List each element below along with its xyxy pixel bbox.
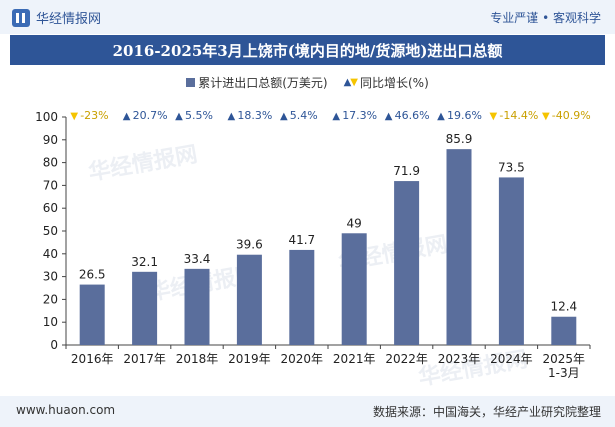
- legend-item-bars: 累计进出口总额(万美元): [186, 74, 328, 91]
- x-tick-label: 2017年: [123, 352, 166, 366]
- x-tick-label: 2023年: [438, 352, 481, 366]
- growth-up-icon: ▲: [123, 111, 131, 122]
- x-tick-label: 2018年: [176, 352, 219, 366]
- growth-label: 5.5%: [185, 109, 213, 122]
- y-tick-label: 0: [50, 338, 58, 352]
- x-tick-label: 2024年: [490, 352, 533, 366]
- legend-bar-label: 累计进出口总额(万美元): [198, 76, 328, 90]
- growth-down-icon: ▼: [490, 111, 498, 122]
- tagline: 专业严谨 • 客观科学: [490, 11, 601, 25]
- legend-item-growth: ▲▼ 同比增长(%): [344, 74, 429, 91]
- growth-label: 46.6%: [395, 109, 430, 122]
- footer-source: 数据来源：中国海关，华经产业研究院整理: [372, 405, 601, 419]
- bar-value-label: 39.6: [236, 238, 263, 252]
- bar-value-label: 12.4: [550, 300, 577, 314]
- bar: [341, 233, 367, 345]
- growth-up-icon: ▲: [175, 111, 183, 122]
- bar-value-label: 85.9: [446, 132, 473, 146]
- bar: [498, 177, 524, 345]
- y-tick-label: 70: [43, 178, 58, 192]
- growth-label: 18.3%: [237, 109, 272, 122]
- y-tick-label: 20: [43, 292, 58, 306]
- logo-icon: [12, 8, 30, 27]
- y-tick-label: 100: [35, 110, 58, 124]
- footer: www.huaon.com 数据来源：中国海关，华经产业研究院整理: [0, 396, 615, 427]
- y-tick-label: 90: [43, 133, 58, 147]
- bar: [184, 268, 210, 345]
- growth-arrows-icon: ▲▼: [343, 77, 358, 88]
- growth-label: 5.4%: [290, 109, 318, 122]
- bar-value-label: 41.7: [288, 233, 315, 247]
- x-tick-label: 1-3月: [548, 366, 580, 380]
- legend-growth-label: 同比增长(%): [360, 76, 429, 90]
- chart-legend: 累计进出口总额(万美元) ▲▼ 同比增长(%): [0, 74, 615, 91]
- growth-up-icon: ▲: [280, 111, 288, 122]
- bar-value-label: 73.5: [498, 160, 525, 174]
- bar: [446, 149, 472, 345]
- x-tick-label: 2019年: [228, 352, 271, 366]
- growth-up-icon: ▲: [437, 111, 445, 122]
- x-tick-label: 2016年: [71, 352, 114, 366]
- footer-url[interactable]: www.huaon.com: [16, 403, 116, 417]
- bar-value-label: 71.9: [393, 164, 420, 178]
- growth-label: -14.4%: [499, 109, 538, 122]
- x-tick-label: 2022年: [385, 352, 428, 366]
- x-tick-label: 2025年: [543, 352, 586, 366]
- y-tick-label: 50: [43, 224, 58, 238]
- y-tick-label: 40: [43, 247, 58, 261]
- bar: [132, 271, 158, 345]
- bar: [236, 254, 262, 345]
- bar: [551, 316, 577, 345]
- x-tick-label: 2021年: [333, 352, 376, 366]
- y-tick-label: 10: [43, 315, 58, 329]
- bar-value-label: 32.1: [131, 255, 158, 269]
- growth-up-icon: ▲: [228, 111, 236, 122]
- watermark: 华经情报网: [87, 141, 200, 186]
- bar: [79, 284, 105, 345]
- bar-value-label: 49: [347, 216, 362, 230]
- chart-title: 2016-2025年3月上饶市(境内目的地/货源地)进出口总额: [10, 35, 605, 65]
- growth-down-icon: ▼: [70, 111, 78, 122]
- x-tick-label: 2020年: [281, 352, 324, 366]
- bar-value-label: 33.4: [184, 252, 211, 266]
- growth-label: 19.6%: [447, 109, 482, 122]
- bar-value-label: 26.5: [79, 268, 106, 282]
- brand[interactable]: 华经情报网: [12, 8, 101, 27]
- brand-name: 华经情报网: [36, 12, 102, 27]
- y-tick-label: 80: [43, 156, 58, 170]
- growth-label: 20.7%: [133, 109, 168, 122]
- growth-up-icon: ▲: [332, 111, 340, 122]
- y-tick-label: 60: [43, 201, 58, 215]
- growth-label: -23%: [80, 109, 108, 122]
- bar: [289, 249, 315, 345]
- bar: [394, 181, 420, 345]
- growth-label: 17.3%: [342, 109, 377, 122]
- growth-label: -40.9%: [552, 109, 591, 122]
- growth-up-icon: ▲: [385, 111, 393, 122]
- top-bar: 华经情报网 专业严谨 • 客观科学: [0, 0, 615, 34]
- y-tick-label: 30: [43, 270, 58, 284]
- bar-swatch-icon: [186, 78, 196, 87]
- growth-down-icon: ▼: [542, 111, 550, 122]
